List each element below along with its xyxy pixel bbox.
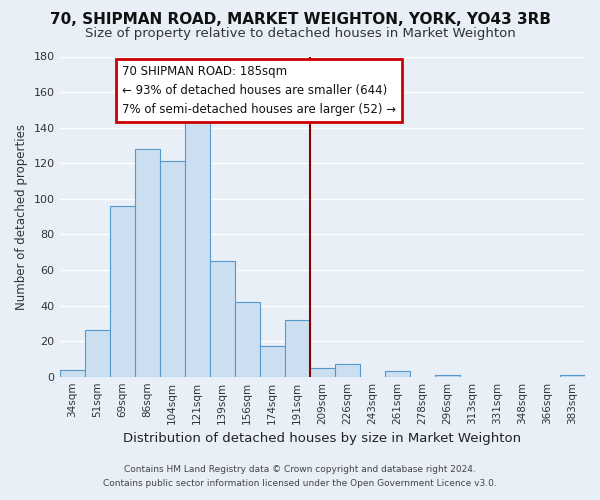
- Text: 70, SHIPMAN ROAD, MARKET WEIGHTON, YORK, YO43 3RB: 70, SHIPMAN ROAD, MARKET WEIGHTON, YORK,…: [49, 12, 551, 28]
- Bar: [285, 320, 310, 376]
- Bar: [260, 346, 285, 376]
- X-axis label: Distribution of detached houses by size in Market Weighton: Distribution of detached houses by size …: [123, 432, 521, 445]
- Bar: [209, 261, 235, 376]
- Text: Size of property relative to detached houses in Market Weighton: Size of property relative to detached ho…: [85, 28, 515, 40]
- Bar: [235, 302, 260, 376]
- Bar: [185, 108, 209, 376]
- Bar: [310, 368, 335, 376]
- Bar: [385, 372, 410, 376]
- Bar: [85, 330, 110, 376]
- Bar: [335, 364, 360, 376]
- Bar: [435, 375, 460, 376]
- Bar: [160, 162, 185, 376]
- Bar: [59, 370, 85, 376]
- Bar: [134, 149, 160, 376]
- Text: 70 SHIPMAN ROAD: 185sqm
← 93% of detached houses are smaller (644)
7% of semi-de: 70 SHIPMAN ROAD: 185sqm ← 93% of detache…: [122, 66, 396, 116]
- Bar: [110, 206, 134, 376]
- Bar: [560, 375, 585, 376]
- Y-axis label: Number of detached properties: Number of detached properties: [15, 124, 28, 310]
- Text: Contains HM Land Registry data © Crown copyright and database right 2024.
Contai: Contains HM Land Registry data © Crown c…: [103, 466, 497, 487]
